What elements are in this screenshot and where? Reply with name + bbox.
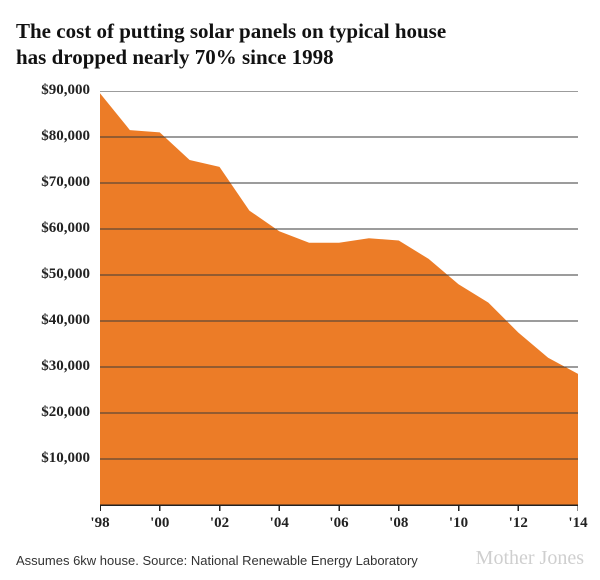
y-tick-label: $60,000	[16, 220, 90, 237]
publisher-brand: Mother Jones	[476, 547, 584, 570]
chart-box: $10,000 $20,000 $30,000 $40,000 $50,000 $60,0…	[16, 83, 584, 539]
x-tick-label: '04	[259, 515, 299, 532]
plot-area	[100, 91, 578, 505]
x-tick-label: '12	[498, 515, 538, 532]
x-tick-label: '98	[80, 515, 120, 532]
x-tick-label: '08	[379, 515, 419, 532]
x-tick-label: '14	[558, 515, 598, 532]
y-tick-label: $30,000	[16, 358, 90, 375]
chart-title: The cost of putting solar panels on typi…	[16, 18, 584, 71]
y-tick-label: $20,000	[16, 404, 90, 421]
footnote: Assumes 6kw house. Source: National Rene…	[16, 553, 418, 568]
y-tick-label: $90,000	[16, 82, 90, 99]
x-tick-label: '10	[439, 515, 479, 532]
x-tick-label: '00	[140, 515, 180, 532]
y-tick-label: $80,000	[16, 128, 90, 145]
y-tick-label: $40,000	[16, 312, 90, 329]
chart-title-line1: The cost of putting solar panels on typi…	[16, 18, 584, 44]
figure-container: The cost of putting solar panels on typi…	[0, 0, 600, 580]
y-tick-label: $10,000	[16, 450, 90, 467]
chart-title-line2: has dropped nearly 70% since 1998	[16, 44, 584, 70]
y-tick-label: $70,000	[16, 174, 90, 191]
area-chart-svg	[100, 91, 578, 512]
y-tick-label: $50,000	[16, 266, 90, 283]
x-tick-label: '06	[319, 515, 359, 532]
footer: Assumes 6kw house. Source: National Rene…	[16, 552, 584, 570]
x-tick-label: '02	[200, 515, 240, 532]
